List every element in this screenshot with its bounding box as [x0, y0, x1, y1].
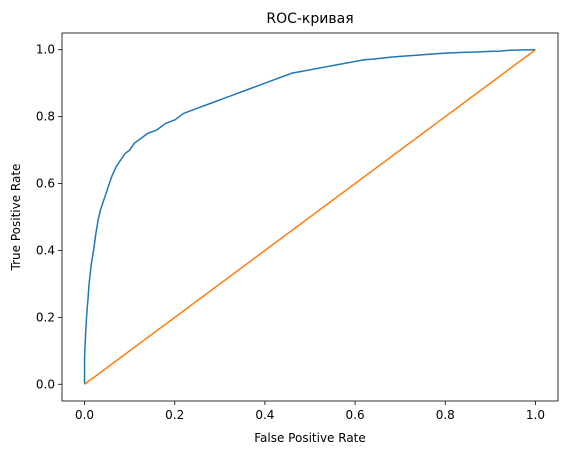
- y-tick-label: 0.2: [36, 310, 55, 324]
- y-axis-ticks: 0.0 0.2 0.4 0.6 0.8 1.0: [36, 43, 62, 391]
- x-axis-ticks: 0.0 0.2 0.4 0.6 0.8 1.0: [75, 401, 545, 422]
- y-tick-label: 0.0: [36, 377, 55, 391]
- diagonal-reference-line: [84, 49, 536, 385]
- x-tick-label: 0.2: [165, 408, 184, 422]
- y-tick-label: 0.6: [36, 177, 55, 191]
- y-tick-label: 1.0: [36, 43, 55, 57]
- x-axis-label: False Positive Rate: [254, 431, 366, 445]
- chart-title: ROC-кривая: [266, 11, 353, 27]
- y-tick-label: 0.4: [36, 243, 55, 257]
- roc-curve-line: [83, 48, 536, 385]
- y-axis-label: True Positive Rate: [9, 164, 23, 272]
- x-tick-label: 0.4: [255, 408, 274, 422]
- x-tick-label: 1.0: [526, 408, 545, 422]
- y-tick-label: 0.8: [36, 110, 55, 124]
- plot-frame: [61, 32, 559, 402]
- x-tick-label: 0.8: [436, 408, 455, 422]
- x-tick-label: 0.6: [346, 408, 365, 422]
- x-tick-label: 0.0: [75, 408, 94, 422]
- plot-area: [83, 48, 536, 385]
